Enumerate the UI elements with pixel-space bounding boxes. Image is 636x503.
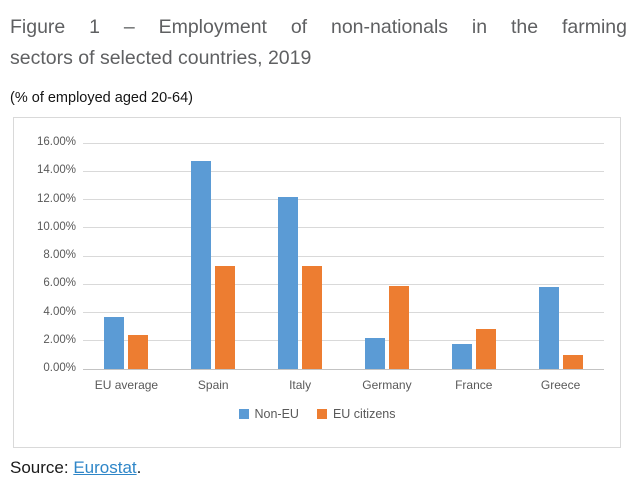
legend-item-eu-citizens: EU citizens	[316, 407, 396, 421]
y-tick-label: 6.00%	[43, 277, 76, 290]
gridline	[83, 199, 604, 200]
bar-non-eu-eu-average	[104, 316, 125, 369]
legend-item-non-eu: Non-EU	[238, 407, 299, 421]
bar-eu-citizens-greece	[562, 354, 583, 369]
bar-chart: 0.00% 2.00% 4.00% 6.00% 8.00% 10.00% 12.00% 14.…	[13, 117, 621, 448]
y-tick-label: 14.00%	[36, 164, 76, 177]
bar-non-eu-germany	[364, 337, 385, 369]
x-category-label: Greece	[540, 378, 581, 392]
y-tick-label: 4.00%	[43, 305, 76, 318]
bar-eu-citizens-italy	[302, 265, 323, 369]
y-tick-label: 12.00%	[36, 192, 76, 205]
gridline	[83, 283, 604, 285]
x-category-label: EU average	[94, 378, 159, 392]
gridline	[83, 255, 604, 257]
x-category-label: Italy	[289, 378, 312, 392]
y-tick-label: 10.00%	[36, 220, 76, 233]
legend-swatch-icon	[316, 409, 327, 419]
x-category-label: Germany	[362, 378, 412, 392]
x-category-label: Spain	[197, 378, 229, 392]
x-axis-line	[83, 368, 604, 370]
source-line: Source: Eurostat.	[10, 458, 141, 478]
legend-swatch-icon	[238, 409, 249, 419]
source-suffix: .	[136, 458, 142, 477]
y-tick-label: 0.00%	[43, 362, 76, 374]
y-tick-label: 2.00%	[43, 333, 76, 346]
chart-legend: Non-EU EU citizens	[14, 407, 620, 421]
legend-label: Non-EU	[254, 407, 299, 421]
figure-title-line2: sectors of selected countries, 2019	[10, 47, 312, 69]
bar-eu-citizens-spain	[215, 265, 236, 369]
bar-non-eu-italy	[278, 196, 299, 369]
bar-non-eu-spain	[191, 161, 212, 369]
gridline	[83, 170, 604, 172]
bar-non-eu-france	[451, 343, 472, 369]
bar-non-eu-greece	[538, 287, 559, 369]
bar-eu-citizens-eu-average	[128, 335, 149, 369]
source-prefix: Source:	[10, 458, 74, 477]
figure-title-line1: Figure 1 – Employment of non-nationals i…	[10, 16, 627, 38]
bar-eu-citizens-france	[475, 329, 496, 369]
figure-subtitle: (% of employed aged 20-64)	[10, 90, 193, 106]
gridline	[83, 340, 604, 342]
gridline	[83, 142, 604, 144]
x-category-label: France	[455, 378, 493, 392]
gridline	[83, 312, 604, 313]
y-tick-label: 16.00%	[36, 136, 76, 148]
bar-eu-citizens-germany	[388, 285, 409, 369]
figure-title: Figure 1 – Employment of non-nationals i…	[10, 12, 627, 74]
legend-label: EU citizens	[332, 407, 396, 421]
gridline	[83, 227, 604, 229]
source-link[interactable]: Eurostat	[73, 458, 137, 477]
y-tick-label: 8.00%	[43, 249, 76, 261]
